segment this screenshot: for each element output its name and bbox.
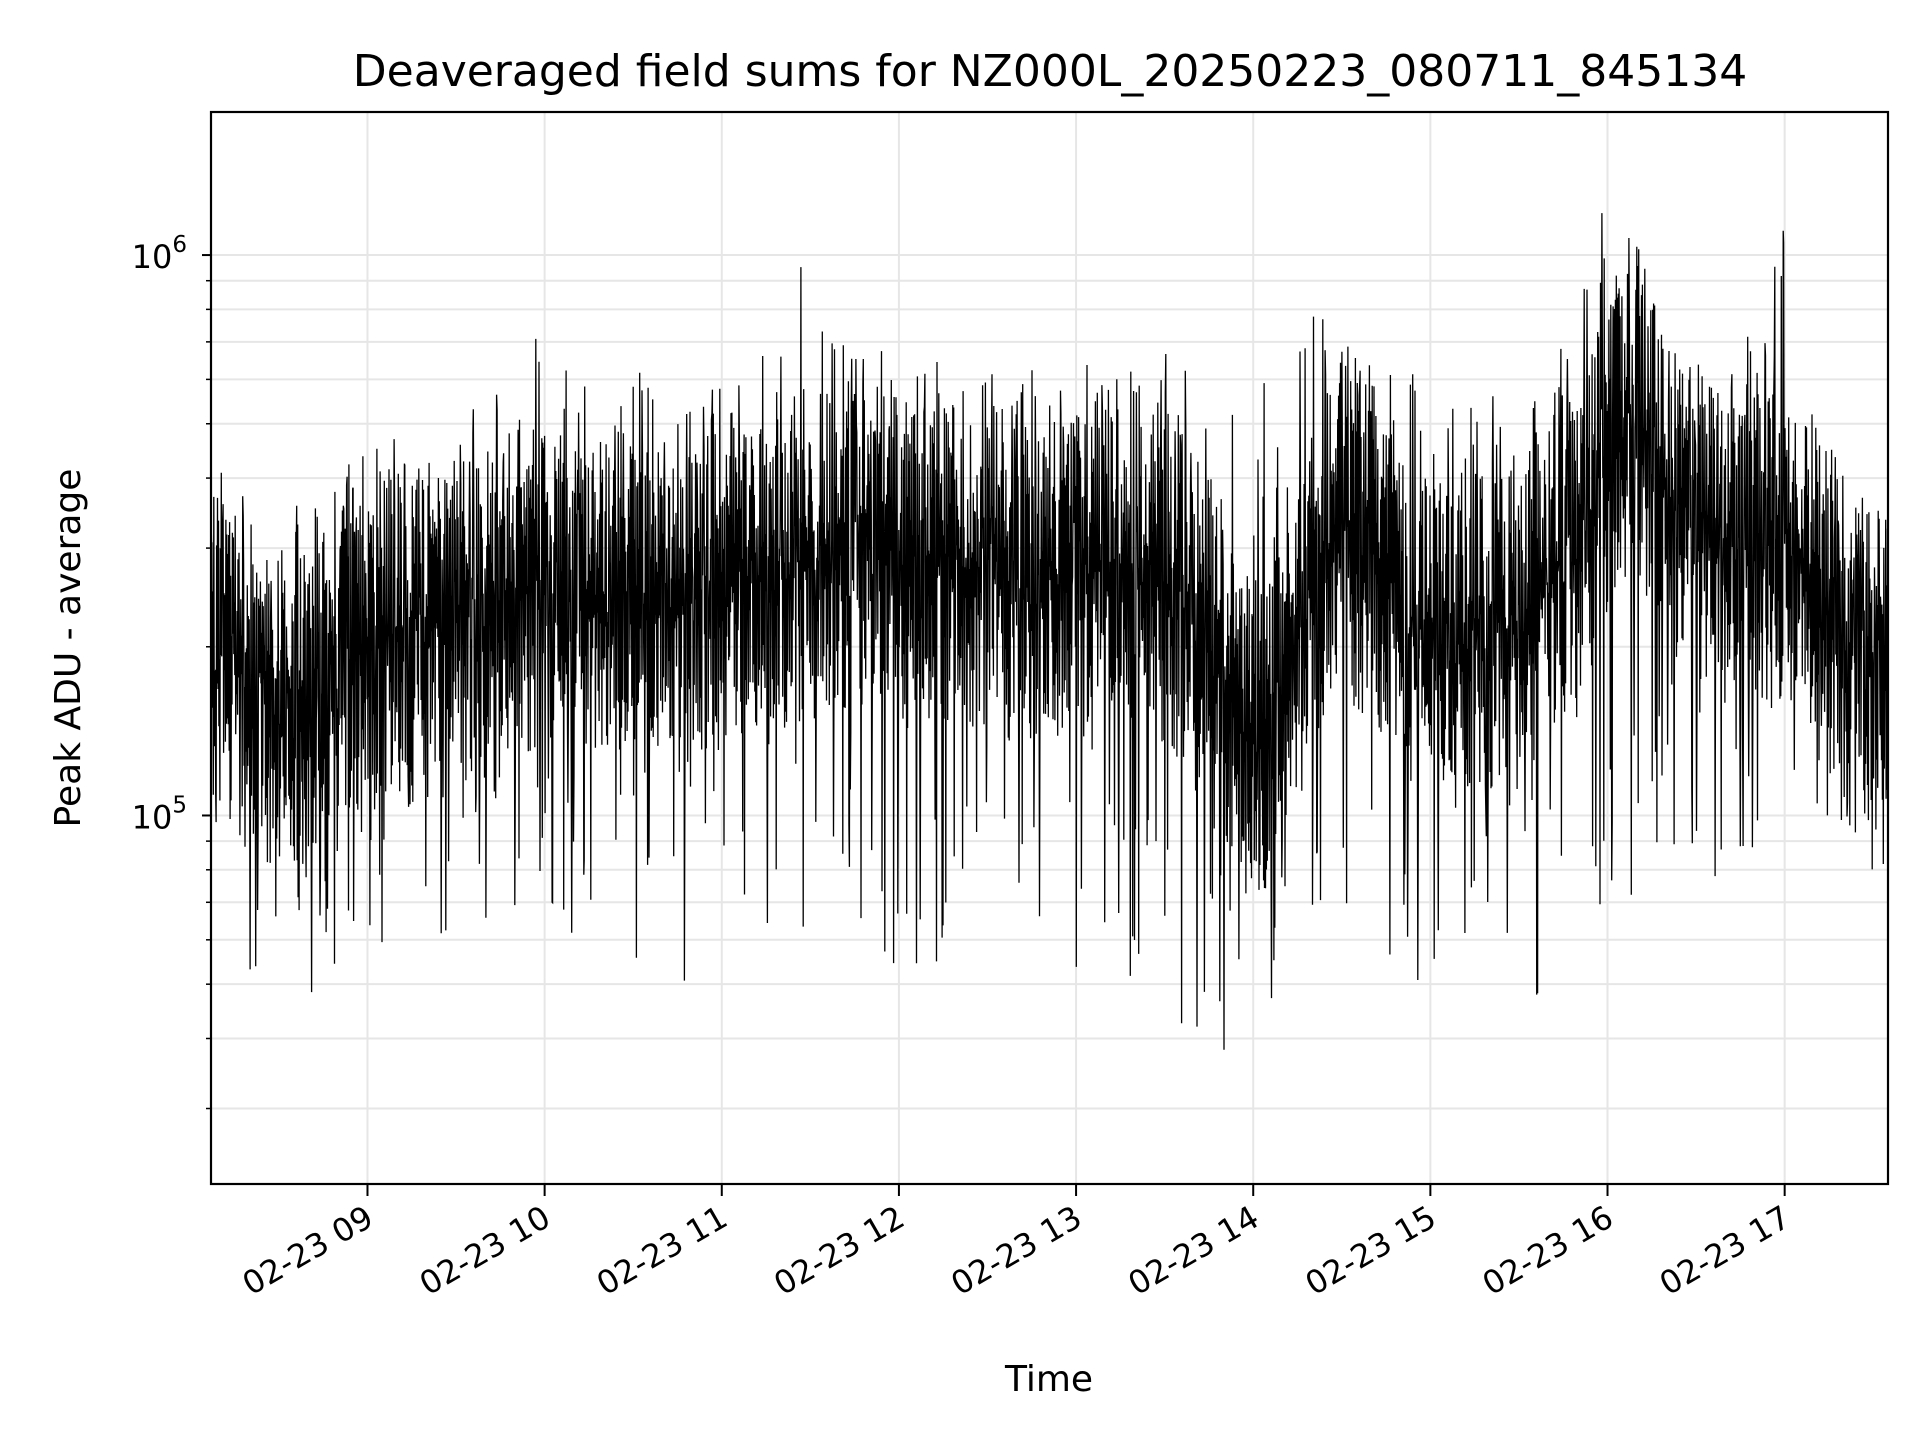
- series-layer: [210, 213, 1889, 1050]
- series-line: [210, 213, 1889, 1050]
- chart-title: Deaveraged field sums for NZ000L_2025022…: [353, 46, 1747, 97]
- x-axis-label: Time: [1004, 1359, 1093, 1400]
- y-tick-base: 10: [132, 238, 173, 276]
- y-axis-label: Peak ADU - average: [48, 469, 89, 828]
- y-tick-label: 105: [132, 792, 187, 836]
- y-tick-base: 10: [132, 798, 173, 836]
- y-tick-exponent: 6: [172, 232, 187, 258]
- plot-frame: [209, 110, 1890, 1186]
- y-tick-label: 106: [132, 232, 187, 276]
- y-tick-exponent: 5: [172, 792, 187, 818]
